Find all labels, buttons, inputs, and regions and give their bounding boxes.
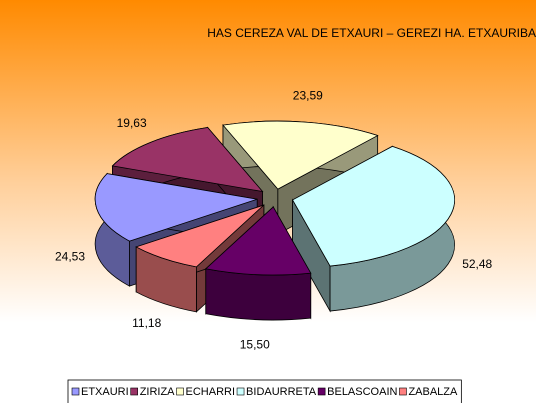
data-label: 24,53 xyxy=(55,249,85,263)
slice-top xyxy=(292,145,455,267)
slice xyxy=(292,145,455,313)
data-label: 15,50 xyxy=(240,338,270,352)
slice-wall xyxy=(205,268,312,321)
legend-label: ZABALZA xyxy=(408,386,458,398)
legend-swatch xyxy=(176,387,184,396)
slice-top xyxy=(135,204,265,268)
legend-swatch xyxy=(130,387,138,396)
slice xyxy=(204,205,312,321)
slice-top xyxy=(222,120,379,190)
legend: ETXAURI ZIRIZA ECHARRI BIDAURRETA BELASCOAIN… xyxy=(67,379,462,403)
chart-title: HAS CEREZA VAL DE ETXAURI – GEREZI HA. E… xyxy=(207,26,536,40)
legend-swatch xyxy=(71,387,80,396)
legend-swatch xyxy=(236,387,245,396)
legend-box xyxy=(67,379,462,403)
legend-label: ETXAURI xyxy=(81,386,129,398)
legend-label: BIDAURRETA xyxy=(246,386,317,398)
legend-label: ZIRIZA xyxy=(140,386,175,398)
data-label: 19,63 xyxy=(117,116,147,130)
legend-label: BELASCOAIN xyxy=(327,386,397,398)
legend-label: ECHARRI xyxy=(186,386,236,398)
data-label: 23,59 xyxy=(293,88,323,102)
slice-top xyxy=(94,173,258,242)
legend-swatch xyxy=(317,387,326,396)
slice-top xyxy=(204,206,312,276)
slice-top xyxy=(111,127,264,193)
data-label: 52,48 xyxy=(462,257,492,271)
data-label: 11,18 xyxy=(132,316,161,330)
legend-swatch xyxy=(399,387,407,396)
